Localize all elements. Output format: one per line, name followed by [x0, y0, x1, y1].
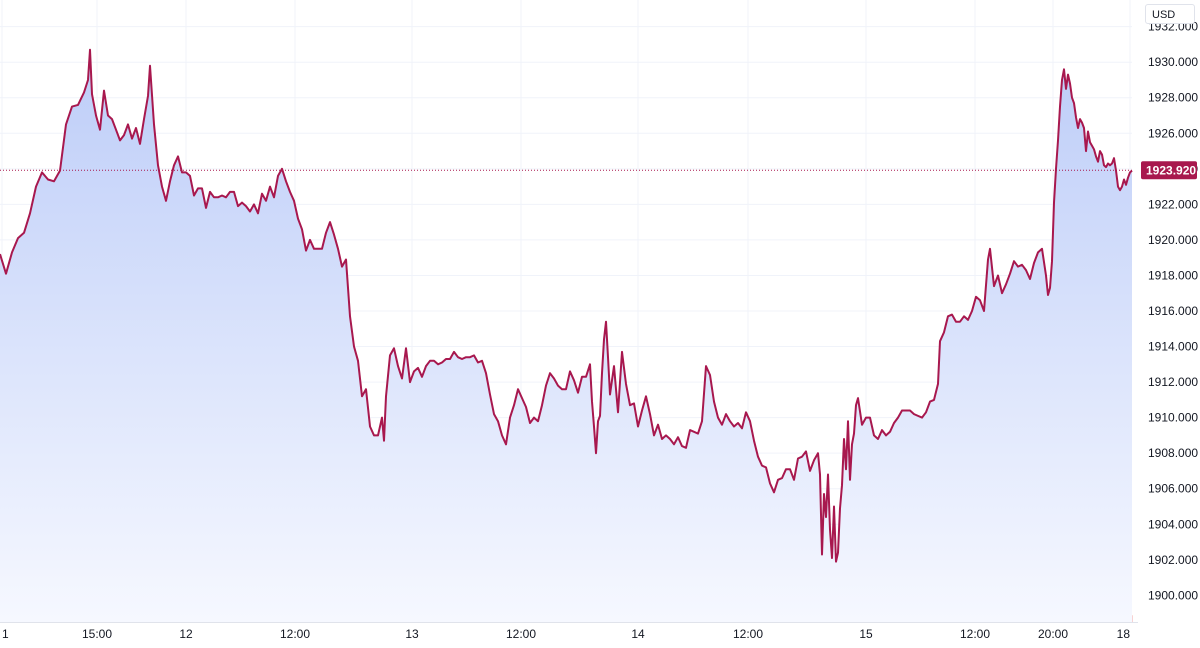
price-line — [0, 48, 1133, 563]
y-tick-label: 1922.000 — [1148, 197, 1198, 211]
current-price-tag-box — [1141, 161, 1197, 180]
y-tick-label: 1910.000 — [1148, 411, 1198, 425]
x-tick-label: 12:00 — [280, 627, 310, 641]
x-tick-label: 1 — [2, 627, 9, 641]
y-tick-label: 1920.000 — [1148, 233, 1198, 247]
y-tick-label: 1928.000 — [1148, 91, 1198, 105]
currency-selector[interactable]: USD — [1145, 4, 1195, 24]
x-tick-label: 15 — [859, 627, 873, 641]
current-price-tag: 1923.920 — [1141, 161, 1197, 180]
y-tick-label: 1926.000 — [1148, 126, 1198, 140]
y-axis[interactable]: 1900.000 1902.000 1904.000 1906.000 1908.000… — [1148, 20, 1198, 603]
y-tick-label: 1912.000 — [1148, 375, 1198, 389]
current-price-label: 1923.920 — [1146, 163, 1196, 177]
x-tick-label: 12:00 — [506, 627, 536, 641]
y-tick-label: 1914.000 — [1148, 340, 1198, 354]
x-tick-label: 12 — [179, 627, 193, 641]
x-tick-label: 13 — [405, 627, 419, 641]
y-tick-label: 1908.000 — [1148, 446, 1198, 460]
y-tick-label: 1900.000 — [1148, 588, 1198, 602]
price-area-fill — [0, 49, 1132, 623]
y-tick-label: 1916.000 — [1148, 304, 1198, 318]
x-axis[interactable]: 1 15:00 12 12:00 13 12:00 14 12:00 15 12:00 20:00 1… — [0, 622, 1138, 642]
x-tick-label: 20:00 — [1038, 627, 1068, 641]
x-tick-label: 14 — [631, 627, 645, 641]
x-tick-label: 15:00 — [82, 627, 112, 641]
x-tick-label: 18 — [1117, 627, 1131, 641]
x-tick-label: 12:00 — [733, 627, 763, 641]
y-tick-label: 1930.000 — [1148, 55, 1198, 69]
y-tick-label: 1906.000 — [1148, 482, 1198, 496]
y-tick-label: 1902.000 — [1148, 553, 1198, 567]
y-tick-label: 1918.000 — [1148, 268, 1198, 282]
y-tick-label: 1904.000 — [1148, 517, 1198, 531]
x-tick-label: 12:00 — [960, 627, 990, 641]
